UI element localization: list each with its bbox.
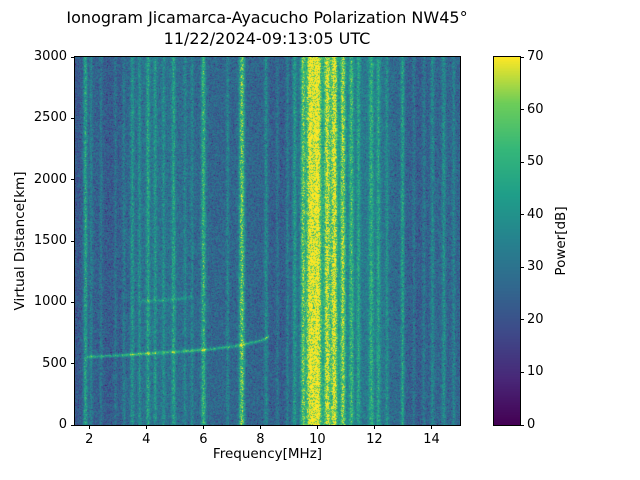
- x-tick-label: 14: [423, 432, 440, 447]
- colorbar-tick-mark: [520, 214, 524, 216]
- colorbar-tick-label: 50: [527, 154, 544, 170]
- x-tick-mark: [202, 425, 204, 429]
- ionogram-heatmap-canvas: [75, 57, 460, 425]
- y-tick-mark: [71, 363, 75, 365]
- y-tick-mark: [71, 240, 75, 242]
- x-tick-label: 8: [256, 432, 265, 447]
- colorbar-tick-label: 40: [527, 206, 544, 222]
- x-tick-mark: [430, 425, 432, 429]
- y-tick-mark: [71, 179, 75, 181]
- x-tick-label: 4: [142, 432, 151, 447]
- colorbar-tick-mark: [520, 424, 524, 426]
- x-tick-label: 6: [199, 432, 208, 447]
- y-tick-label: 2500: [33, 110, 67, 126]
- y-tick-label: 500: [42, 355, 67, 371]
- x-tick-mark: [259, 425, 261, 429]
- colorbar-tick-label: 30: [527, 259, 544, 275]
- colorbar-tick-label: 10: [527, 364, 544, 380]
- x-tick-mark: [316, 425, 318, 429]
- x-tick-label: 12: [366, 432, 383, 447]
- colorbar-tick-mark: [520, 371, 524, 373]
- y-tick-label: 1500: [33, 233, 67, 248]
- chart-subtitle: 11/22/2024-09:13:05 UTC: [163, 29, 371, 48]
- colorbar-tick-label: 60: [527, 101, 544, 117]
- y-tick-mark: [71, 117, 75, 119]
- y-tick-label: 0: [58, 417, 67, 432]
- x-tick-mark: [373, 425, 375, 429]
- x-tick-label: 10: [309, 432, 326, 447]
- colorbar-tick-mark: [520, 319, 524, 321]
- y-tick-mark: [71, 301, 75, 303]
- colorbar-tick-mark: [520, 266, 524, 268]
- colorbar-tick-mark: [520, 109, 524, 111]
- y-tick-mark: [71, 424, 75, 426]
- colorbar-tick-label: 70: [527, 49, 544, 64]
- y-tick-label: 3000: [33, 49, 67, 64]
- x-axis-label: Frequency[MHz]: [212, 446, 323, 462]
- y-tick-mark: [71, 56, 75, 58]
- x-tick-label: 2: [85, 432, 94, 447]
- colorbar-canvas: [494, 57, 520, 425]
- y-tick-label: 1000: [33, 294, 67, 310]
- y-tick-label: 2000: [33, 171, 67, 187]
- colorbar-tick-mark: [520, 56, 524, 58]
- colorbar-tick-label: 0: [527, 417, 536, 432]
- x-tick-mark: [145, 425, 147, 429]
- y-axis-label: Virtual Distance[km]: [12, 171, 28, 311]
- colorbar-label: Power[dB]: [553, 206, 569, 276]
- colorbar-tick-mark: [520, 161, 524, 163]
- chart-title: Ionogram Jicamarca-Ayacucho Polarization…: [66, 8, 468, 27]
- x-tick-mark: [88, 425, 90, 429]
- colorbar-tick-label: 20: [527, 311, 544, 327]
